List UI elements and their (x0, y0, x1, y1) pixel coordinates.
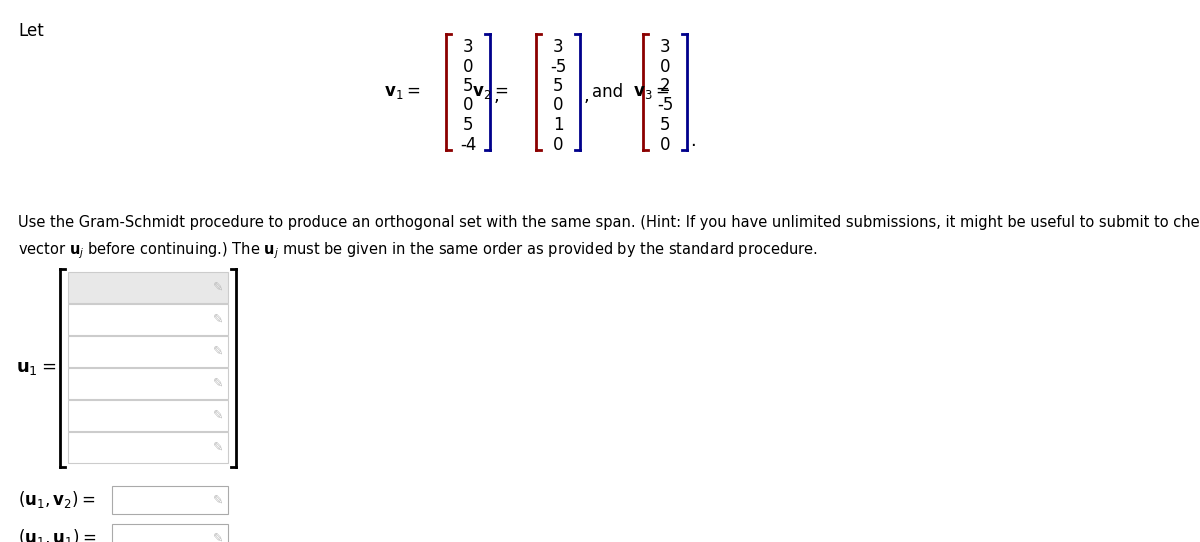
Text: ,: , (494, 87, 499, 105)
Text: ✎: ✎ (212, 409, 223, 422)
Text: -5: -5 (550, 57, 566, 75)
Text: 3: 3 (660, 38, 671, 56)
Text: ✎: ✎ (212, 377, 223, 390)
Text: $\mathbf{v}_2 =$: $\mathbf{v}_2 =$ (472, 83, 508, 101)
FancyBboxPatch shape (112, 524, 228, 542)
Text: 5: 5 (463, 116, 473, 134)
FancyBboxPatch shape (68, 336, 228, 367)
Text: ✎: ✎ (212, 494, 223, 507)
Text: ✎: ✎ (212, 441, 223, 454)
Text: $(\mathbf{u}_1, \mathbf{v}_2) =$: $(\mathbf{u}_1, \mathbf{v}_2) =$ (18, 489, 96, 511)
FancyBboxPatch shape (112, 486, 228, 514)
Text: Use the Gram-Schmidt procedure to produce an orthogonal set with the same span. : Use the Gram-Schmidt procedure to produc… (18, 215, 1200, 230)
Text: $\mathbf{v}_3 =$: $\mathbf{v}_3 =$ (634, 83, 670, 101)
Text: 5: 5 (463, 77, 473, 95)
Text: ✎: ✎ (212, 532, 223, 542)
Text: 0: 0 (553, 96, 563, 114)
Text: 0: 0 (463, 96, 473, 114)
Text: and: and (592, 83, 623, 101)
Text: $\mathbf{v}_1 =$: $\mathbf{v}_1 =$ (384, 83, 420, 101)
Text: 3: 3 (463, 38, 473, 56)
Text: 1: 1 (553, 116, 563, 134)
Text: 3: 3 (553, 38, 563, 56)
Text: ✎: ✎ (212, 345, 223, 358)
Text: Let: Let (18, 22, 43, 40)
Text: 0: 0 (553, 136, 563, 153)
Text: ✎: ✎ (212, 313, 223, 326)
FancyBboxPatch shape (68, 272, 228, 303)
Text: 2: 2 (660, 77, 671, 95)
Text: 0: 0 (463, 57, 473, 75)
Text: -4: -4 (460, 136, 476, 153)
Text: ✎: ✎ (212, 281, 223, 294)
Text: -5: -5 (656, 96, 673, 114)
Text: vector $\mathbf{u}_j$ before continuing.) The $\mathbf{u}_j$ must be given in th: vector $\mathbf{u}_j$ before continuing.… (18, 240, 818, 261)
FancyBboxPatch shape (68, 400, 228, 431)
Text: 0: 0 (660, 57, 671, 75)
FancyBboxPatch shape (68, 432, 228, 463)
Text: 5: 5 (553, 77, 563, 95)
Text: $\mathbf{u}_1 =$: $\mathbf{u}_1 =$ (16, 359, 56, 377)
FancyBboxPatch shape (68, 368, 228, 399)
Text: ,: , (584, 87, 589, 105)
FancyBboxPatch shape (68, 304, 228, 335)
Text: $(\mathbf{u}_1, \mathbf{u}_1) =$: $(\mathbf{u}_1, \mathbf{u}_1) =$ (18, 527, 97, 542)
Text: 0: 0 (660, 136, 671, 153)
Text: 5: 5 (660, 116, 671, 134)
Text: .: . (690, 132, 696, 150)
